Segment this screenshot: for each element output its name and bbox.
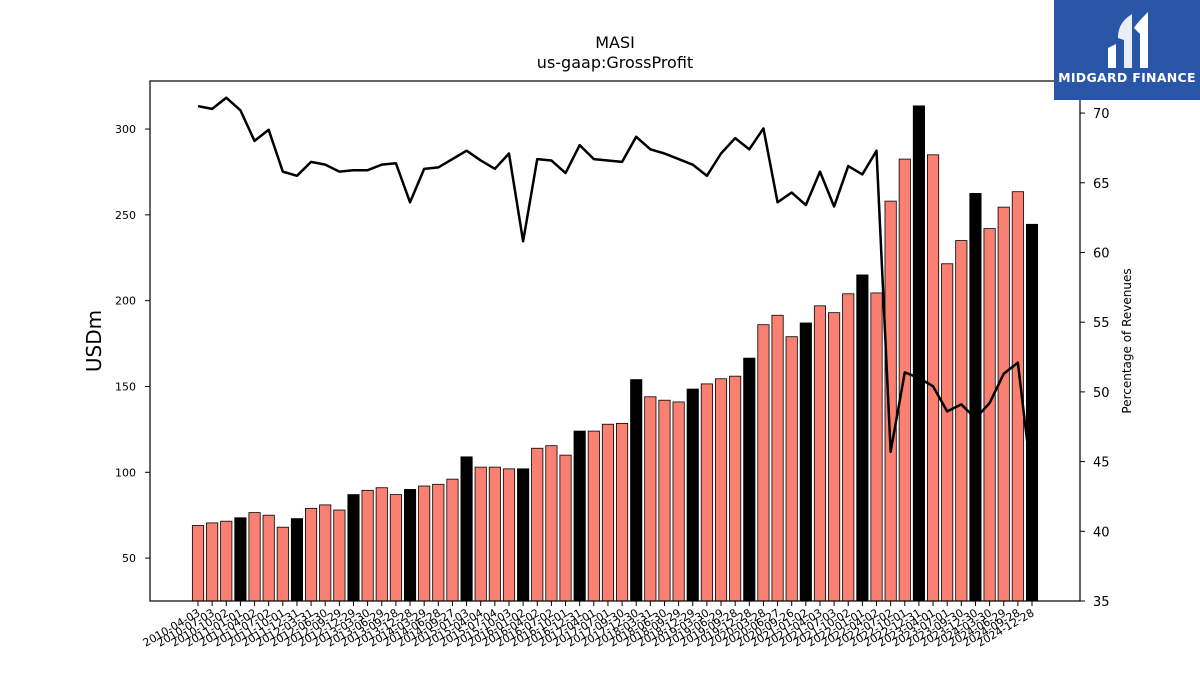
- y-tick-label: 150: [115, 380, 136, 393]
- chart-subtitle: us-gaap:GrossProfit: [537, 53, 693, 72]
- bar-2018-09-29: [672, 401, 685, 602]
- bar-2017-04-01: [587, 430, 600, 602]
- bar-2023-04-01: [927, 154, 940, 602]
- bar-2020-06-27: [771, 314, 784, 602]
- bar-2015-10-03: [502, 468, 516, 602]
- bar-2022-04-02: [870, 292, 883, 602]
- y2-axis-label: Percentage of Revenues: [1120, 268, 1134, 413]
- bar-2020-03-28: [757, 324, 770, 602]
- y2-tick-label: 55: [1093, 316, 1110, 331]
- bar-2012-09-29: [333, 509, 346, 602]
- bar-2013-06-29: [375, 487, 388, 602]
- bar-2019-12-28: [743, 357, 756, 602]
- bar-2020-09-26: [785, 336, 798, 602]
- y2-tick-label: 50: [1093, 386, 1110, 401]
- gross-margin-line: [197, 96, 1034, 483]
- bar-2010-07-03: [206, 522, 219, 602]
- y2-tick-label: 45: [1093, 456, 1110, 471]
- bar-2024-12-28: [1025, 223, 1039, 602]
- bar-2016-04-02: [531, 447, 544, 602]
- margin-line-layer: [197, 96, 1034, 483]
- bar-2022-01-01: [856, 274, 869, 602]
- axes-layer: 5010015020025030035404550556065702010-04…: [115, 80, 1110, 650]
- bar-2019-06-29: [714, 378, 728, 602]
- bar-2011-07-02: [262, 514, 275, 602]
- bar-2011-04-02: [248, 512, 261, 602]
- y-tick-label: 100: [115, 466, 136, 479]
- bar-2023-09-30: [955, 240, 968, 602]
- bar-2021-01-02: [799, 322, 812, 602]
- y2-tick-label: 35: [1093, 595, 1110, 610]
- bar-2010-04-03: [191, 525, 205, 602]
- bar-2012-06-30: [319, 504, 332, 602]
- bar-2021-10-02: [842, 293, 855, 602]
- bar-2011-12-31: [290, 518, 304, 602]
- bars-layer: [191, 105, 1039, 602]
- y2-tick-label: 40: [1093, 525, 1110, 540]
- bar-2023-12-30: [969, 193, 982, 602]
- bar-2013-09-28: [389, 494, 402, 602]
- bar-2011-01-01: [234, 517, 247, 602]
- bar-2016-12-31: [573, 430, 586, 602]
- y-tick-label: 50: [122, 552, 136, 565]
- midgard-logo-icon: [1108, 12, 1148, 68]
- bar-2014-09-27: [446, 478, 459, 602]
- bar-2016-01-02: [517, 468, 530, 602]
- bar-2011-10-01: [276, 526, 289, 602]
- bar-2022-07-02: [884, 200, 897, 602]
- bar-2019-03-30: [700, 383, 713, 602]
- bar-2017-12-30: [630, 379, 643, 602]
- y-tick-label: 250: [115, 209, 136, 222]
- bar-2021-04-03: [813, 305, 827, 602]
- bar-2012-12-29: [347, 494, 360, 602]
- bar-2016-07-02: [545, 445, 558, 602]
- bar-2018-12-29: [686, 388, 699, 602]
- y2-tick-label: 60: [1093, 246, 1110, 261]
- bar-2012-03-31: [305, 507, 318, 602]
- y2-tick-label: 70: [1093, 107, 1110, 122]
- brand-logo: MIDGARD FINANCE: [1054, 0, 1200, 100]
- bar-2018-03-31: [644, 396, 657, 602]
- bar-2015-01-03: [460, 456, 473, 602]
- bar-2021-07-03: [828, 312, 841, 602]
- bar-2022-12-31: [912, 105, 925, 602]
- bar-2022-10-01: [898, 158, 911, 602]
- bar-2015-04-04: [474, 466, 487, 602]
- plot-frame: [149, 80, 1081, 602]
- bar-2013-12-28: [403, 489, 417, 602]
- bar-2023-07-01: [941, 263, 954, 602]
- y-tick-label: 300: [115, 123, 136, 136]
- bar-2024-06-29: [997, 206, 1010, 602]
- bar-2015-07-04: [488, 466, 501, 602]
- y2-tick-label: 65: [1093, 177, 1110, 192]
- bar-2024-03-30: [983, 228, 996, 602]
- bar-2017-07-01: [601, 423, 614, 602]
- bar-2018-06-30: [658, 399, 671, 602]
- y-tick-label: 200: [115, 295, 136, 308]
- chart-title: MASI: [595, 33, 635, 52]
- bar-2010-10-02: [220, 520, 233, 602]
- y-axis-label: USDm: [82, 310, 106, 372]
- bar-2019-09-28: [729, 375, 742, 602]
- bar-2014-06-28: [432, 483, 445, 602]
- bar-2016-10-01: [559, 454, 572, 602]
- bar-2014-03-29: [418, 485, 431, 602]
- brand-name: MIDGARD FINANCE: [1058, 70, 1196, 85]
- bar-2017-09-30: [616, 422, 629, 602]
- bar-2013-03-30: [361, 489, 374, 602]
